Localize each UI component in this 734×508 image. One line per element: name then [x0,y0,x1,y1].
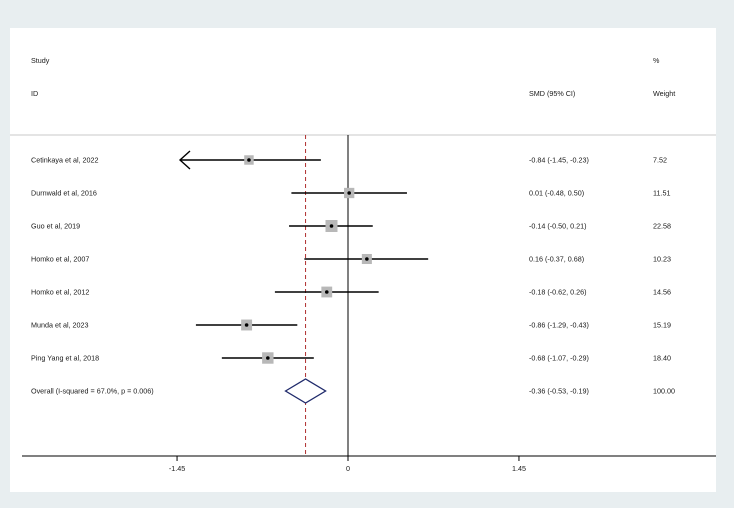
overall-ci-text: -0.36 (-0.53, -0.19) [529,387,589,396]
study-point-estimate [247,158,251,162]
overall-weight-text: 100.00 [653,387,675,396]
study-ci-text: -0.84 (-1.45, -0.23) [529,156,589,165]
weight-percent-header: % [653,56,660,65]
study-ci-text: -0.68 (-1.07, -0.29) [529,354,589,363]
study-label: Homko et al, 2007 [31,255,89,264]
study-point-estimate [244,323,249,327]
study-point-estimate [365,257,369,261]
x-tick-label: -1.45 [169,464,185,473]
study-label: Munda et al, 2023 [31,321,89,330]
study-label: Ping Yang et al, 2018 [31,354,99,363]
x-tick-label: 0 [346,464,350,473]
study-weight-text: 15.19 [653,321,671,330]
study-ci-text: -0.86 (-1.29, -0.43) [529,321,589,330]
study-weight-text: 7.52 [653,156,667,165]
study-label: Cetinkaya et al, 2022 [31,156,99,165]
study-point-estimate [329,224,334,228]
x-tick-label: 1.45 [512,464,526,473]
effect-header: SMD (95% CI) [529,89,575,98]
study-ci-text: -0.18 (-0.62, 0.26) [529,288,587,297]
study-label: Homko et al, 2012 [31,288,89,297]
study-header: Study [31,56,50,65]
overall-diamond [284,378,327,404]
study-weight-text: 14.56 [653,288,671,297]
ci-clipped-arrow [178,150,191,170]
study-point-estimate [266,356,270,360]
forest-plot-panel: Study ID SMD (95% CI) % Weight Cetinkaya… [10,28,716,492]
study-weight-text: 11.51 [653,189,670,198]
study-point-estimate [347,191,351,195]
study-point-estimate [324,290,329,294]
overall-label: Overall (I-squared = 67.0%, p = 0.006) [31,387,154,396]
study-ci-text: -0.14 (-0.50, 0.21) [529,222,587,231]
study-label: Durnwald et al, 2016 [31,189,97,198]
study-ci-text: 0.16 (-0.37, 0.68) [529,255,584,264]
study-label: Guo et al, 2019 [31,222,80,231]
study-weight-text: 18.40 [653,354,671,363]
study-weight-text: 22.58 [653,222,671,231]
weight-header: Weight [653,89,675,98]
id-header: ID [31,89,38,98]
forest-plot: Study ID SMD (95% CI) % Weight Cetinkaya… [10,56,716,473]
study-weight-text: 10.23 [653,255,671,264]
study-ci-text: 0.01 (-0.48, 0.50) [529,189,584,198]
